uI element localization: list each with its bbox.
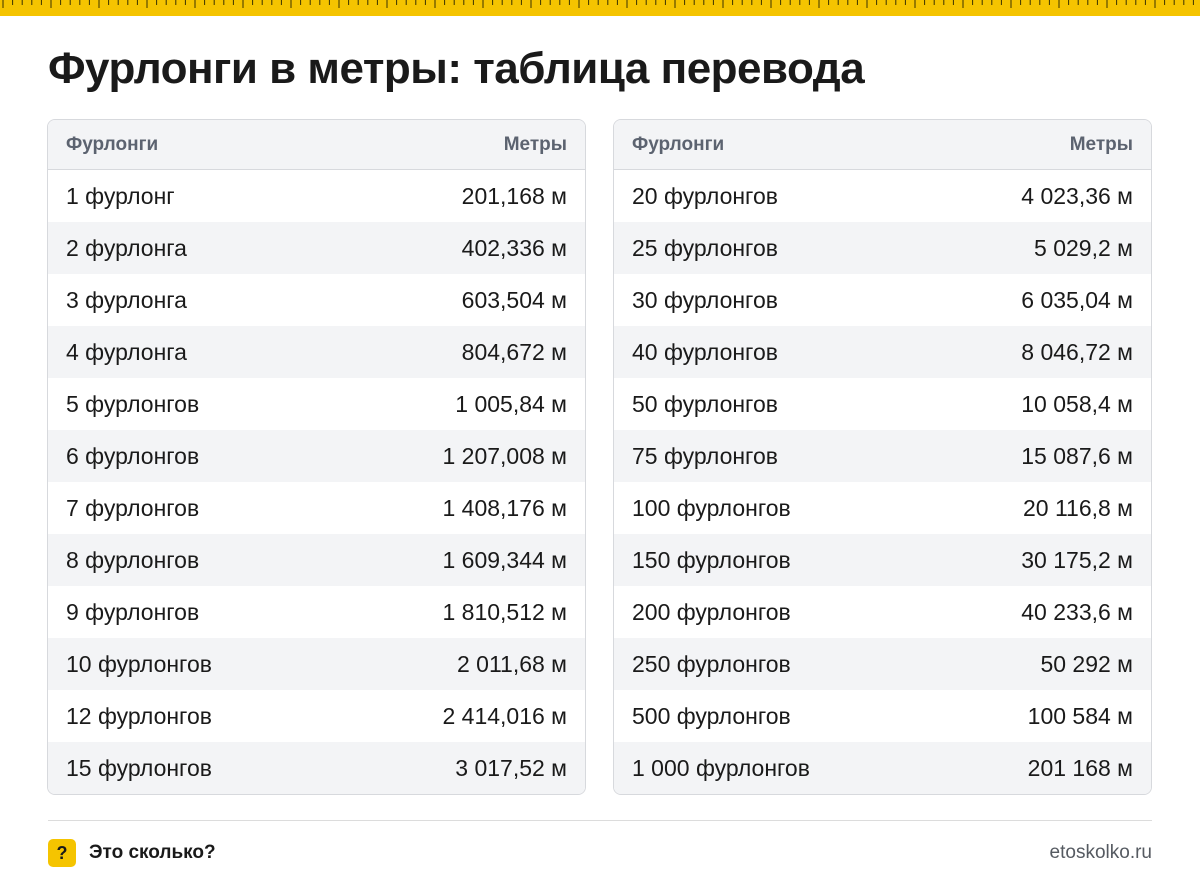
table-body: 20 фурлонгов 4 023,36 м 25 фурлонгов 5 029,… bbox=[614, 170, 1151, 794]
column-header-furlongs: Фурлонги bbox=[66, 133, 159, 155]
table-row: 30 фурлонгов 6 035,04 м bbox=[614, 274, 1151, 326]
meters-cell: 2 414,016 м bbox=[442, 702, 567, 729]
table-row: 4 фурлонга 804,672 м bbox=[48, 326, 585, 378]
meters-cell: 201 168 м bbox=[1027, 754, 1133, 781]
table-row: 10 фурлонгов 2 011,68 м bbox=[48, 638, 585, 690]
table-row: 15 фурлонгов 3 017,52 м bbox=[48, 742, 585, 794]
table-row: 250 фурлонгов 50 292 м bbox=[614, 638, 1151, 690]
table-row: 75 фурлонгов 15 087,6 м bbox=[614, 430, 1151, 482]
table-row: 6 фурлонгов 1 207,008 м bbox=[48, 430, 585, 482]
furlongs-cell: 250 фурлонгов bbox=[632, 650, 791, 677]
meters-cell: 1 609,344 м bbox=[442, 546, 567, 573]
table-row: 150 фурлонгов 30 175,2 м bbox=[614, 534, 1151, 586]
table-row: 9 фурлонгов 1 810,512 м bbox=[48, 586, 585, 638]
footer-divider bbox=[48, 820, 1152, 821]
furlongs-cell: 75 фурлонгов bbox=[632, 442, 778, 469]
meters-cell: 8 046,72 м bbox=[1021, 338, 1133, 365]
furlongs-cell: 200 фурлонгов bbox=[632, 598, 791, 625]
furlongs-cell: 150 фурлонгов bbox=[632, 546, 791, 573]
brand-name: Это сколько? bbox=[89, 842, 216, 863]
meters-cell: 6 035,04 м bbox=[1021, 286, 1133, 313]
table-row: 200 фурлонгов 40 233,6 м bbox=[614, 586, 1151, 638]
table-row: 1 000 фурлонгов 201 168 м bbox=[614, 742, 1151, 794]
furlongs-cell: 4 фурлонга bbox=[66, 338, 187, 365]
table-row: 5 фурлонгов 1 005,84 м bbox=[48, 378, 585, 430]
table-row: 7 фурлонгов 1 408,176 м bbox=[48, 482, 585, 534]
furlongs-cell: 20 фурлонгов bbox=[632, 182, 778, 209]
table-row: 50 фурлонгов 10 058,4 м bbox=[614, 378, 1151, 430]
furlongs-cell: 40 фурлонгов bbox=[632, 338, 778, 365]
meters-cell: 5 029,2 м bbox=[1034, 234, 1133, 261]
furlongs-cell: 3 фурлонга bbox=[66, 286, 187, 313]
meters-cell: 603,504 м bbox=[461, 286, 567, 313]
furlongs-cell: 100 фурлонгов bbox=[632, 494, 791, 521]
furlongs-cell: 9 фурлонгов bbox=[66, 598, 200, 625]
furlongs-cell: 6 фурлонгов bbox=[66, 442, 200, 469]
column-header-furlongs: Фурлонги bbox=[632, 133, 725, 155]
meters-cell: 1 810,512 м bbox=[442, 598, 567, 625]
meters-cell: 4 023,36 м bbox=[1021, 182, 1133, 209]
furlongs-cell: 1 000 фурлонгов bbox=[632, 754, 810, 781]
conversion-table-right: Фурлонги Метры 20 фурлонгов 4 023,36 м 25 … bbox=[613, 119, 1152, 795]
table-row: 500 фурлонгов 100 584 м bbox=[614, 690, 1151, 742]
meters-cell: 201,168 м bbox=[461, 182, 567, 209]
column-header-meters: Метры bbox=[1069, 133, 1133, 155]
furlongs-cell: 8 фурлонгов bbox=[66, 546, 200, 573]
meters-cell: 3 017,52 м bbox=[455, 754, 567, 781]
meters-cell: 1 005,84 м bbox=[455, 390, 567, 417]
meters-cell: 50 292 м bbox=[1040, 650, 1133, 677]
furlongs-cell: 500 фурлонгов bbox=[632, 702, 791, 729]
furlongs-cell: 7 фурлонгов bbox=[66, 494, 200, 521]
ruler-ticks bbox=[2, 0, 1194, 8]
furlongs-cell: 25 фурлонгов bbox=[632, 234, 778, 261]
table-row: 2 фурлонга 402,336 м bbox=[48, 222, 585, 274]
table-row: 25 фурлонгов 5 029,2 м bbox=[614, 222, 1151, 274]
table-row: 3 фурлонга 603,504 м bbox=[48, 274, 585, 326]
furlongs-cell: 10 фурлонгов bbox=[66, 650, 212, 677]
table-row: 1 фурлонг 201,168 м bbox=[48, 170, 585, 222]
furlongs-cell: 15 фурлонгов bbox=[66, 754, 212, 781]
meters-cell: 40 233,6 м bbox=[1021, 598, 1133, 625]
meters-cell: 10 058,4 м bbox=[1021, 390, 1133, 417]
table-body: 1 фурлонг 201,168 м 2 фурлонга 402,336 м 3 ф… bbox=[48, 170, 585, 794]
meters-cell: 402,336 м bbox=[461, 234, 567, 261]
meters-cell: 1 207,008 м bbox=[442, 442, 567, 469]
furlongs-cell: 50 фурлонгов bbox=[632, 390, 778, 417]
meters-cell: 2 011,68 м bbox=[456, 650, 567, 677]
meters-cell: 20 116,8 м bbox=[1022, 494, 1133, 521]
question-mark-icon: ? bbox=[48, 839, 76, 867]
table-row: 40 фурлонгов 8 046,72 м bbox=[614, 326, 1151, 378]
meters-cell: 100 584 м bbox=[1027, 702, 1133, 729]
table-row: 8 фурлонгов 1 609,344 м bbox=[48, 534, 585, 586]
table-row: 12 фурлонгов 2 414,016 м bbox=[48, 690, 585, 742]
meters-cell: 1 408,176 м bbox=[442, 494, 567, 521]
furlongs-cell: 1 фурлонг bbox=[66, 182, 175, 209]
table-header: Фурлонги Метры bbox=[48, 120, 585, 170]
ruler-strip bbox=[0, 0, 1200, 16]
brand-link[interactable]: ? Это сколько? bbox=[48, 839, 216, 867]
page-title: Фурлонги в метры: таблица перевода bbox=[48, 44, 865, 93]
meters-cell: 15 087,6 м bbox=[1021, 442, 1133, 469]
column-header-meters: Метры bbox=[503, 133, 567, 155]
site-url[interactable]: etoskolko.ru bbox=[1049, 842, 1152, 863]
furlongs-cell: 2 фурлонга bbox=[66, 234, 187, 261]
furlongs-cell: 30 фурлонгов bbox=[632, 286, 778, 313]
meters-cell: 804,672 м bbox=[461, 338, 567, 365]
furlongs-cell: 12 фурлонгов bbox=[66, 702, 212, 729]
table-row: 100 фурлонгов 20 116,8 м bbox=[614, 482, 1151, 534]
meters-cell: 30 175,2 м bbox=[1021, 546, 1133, 573]
table-header: Фурлонги Метры bbox=[614, 120, 1151, 170]
conversion-table-left: Фурлонги Метры 1 фурлонг 201,168 м 2 фурло… bbox=[47, 119, 586, 795]
furlongs-cell: 5 фурлонгов bbox=[66, 390, 200, 417]
table-row: 20 фурлонгов 4 023,36 м bbox=[614, 170, 1151, 222]
